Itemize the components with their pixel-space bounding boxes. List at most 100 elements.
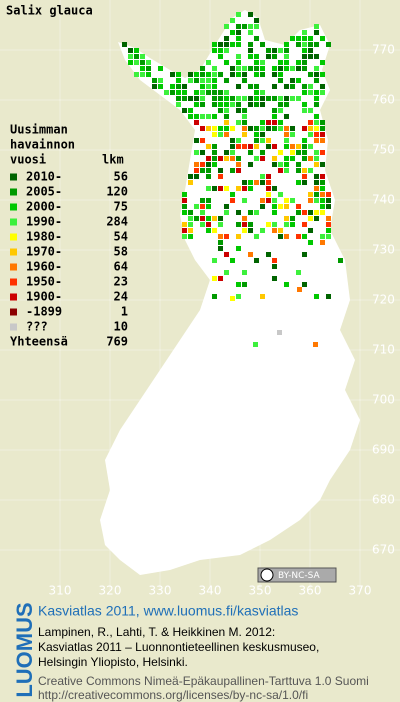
observation-square — [236, 282, 241, 287]
observation-square — [320, 240, 325, 245]
observation-square — [254, 234, 259, 239]
observation-square — [218, 96, 223, 101]
observation-square — [278, 168, 283, 173]
observation-square — [266, 96, 271, 101]
observation-square — [230, 126, 235, 131]
observation-square — [308, 90, 313, 95]
observation-square — [158, 66, 163, 71]
observation-square — [188, 210, 193, 215]
observation-square — [254, 126, 259, 131]
observation-square — [302, 108, 307, 113]
observation-square — [272, 198, 277, 203]
observation-square — [218, 126, 223, 131]
observation-square — [194, 120, 199, 125]
legend-count: 54 — [114, 230, 128, 244]
observation-square — [308, 216, 313, 221]
observation-square — [212, 144, 217, 149]
observation-square — [218, 246, 223, 251]
observation-square — [230, 30, 235, 35]
x-grid-label: 370 — [349, 584, 372, 598]
observation-square — [302, 48, 307, 53]
observation-square — [254, 258, 259, 263]
observation-square — [302, 60, 307, 65]
observation-square — [254, 66, 259, 71]
species-title: Salix glauca — [6, 4, 93, 18]
observation-square — [236, 24, 241, 29]
observation-square — [182, 84, 187, 89]
observation-square — [236, 138, 241, 143]
observation-square — [200, 162, 205, 167]
observation-square — [248, 12, 253, 17]
observation-square — [290, 198, 295, 203]
observation-square — [212, 72, 217, 77]
observation-square — [272, 276, 277, 281]
observation-square — [314, 102, 319, 107]
observation-square — [140, 72, 145, 77]
observation-square — [296, 66, 301, 71]
observation-square — [314, 138, 319, 143]
observation-square — [218, 234, 223, 239]
observation-square — [212, 150, 217, 155]
legend-label: 1900- — [26, 290, 62, 304]
observation-squares — [122, 12, 343, 347]
legend: 2010- 56 2005- 120 2000- 75 1990- 284 1980- 54 197… — [10, 170, 128, 349]
observation-square — [188, 216, 193, 221]
observation-square — [290, 132, 295, 137]
observation-square — [308, 144, 313, 149]
x-grid-label: 310 — [49, 584, 72, 598]
observation-square — [242, 186, 247, 191]
observation-square — [230, 168, 235, 173]
observation-square — [236, 84, 241, 89]
observation-square — [230, 96, 235, 101]
observation-square — [236, 222, 241, 227]
observation-square — [302, 150, 307, 155]
legend-label: 2005- — [26, 185, 62, 199]
legend-label: 1970- — [26, 245, 62, 259]
legend-count: 64 — [114, 260, 128, 274]
observation-square — [200, 198, 205, 203]
observation-square — [308, 192, 313, 197]
legend-swatch — [10, 173, 17, 181]
legend-swatch — [10, 278, 17, 286]
observation-square — [224, 150, 229, 155]
observation-square — [278, 126, 283, 131]
observation-square — [212, 216, 217, 221]
legend-count: 23 — [114, 275, 128, 289]
observation-square — [326, 42, 331, 47]
observation-square — [242, 120, 247, 125]
observation-square — [302, 282, 307, 287]
observation-square — [236, 186, 241, 191]
observation-square — [290, 84, 295, 89]
observation-square — [230, 258, 235, 263]
observation-square — [212, 156, 217, 161]
observation-square — [272, 222, 277, 227]
observation-square — [254, 72, 259, 77]
observation-square — [297, 287, 302, 292]
observation-square — [206, 174, 211, 179]
observation-square — [302, 54, 307, 59]
observation-square — [230, 296, 235, 301]
observation-square — [296, 234, 301, 239]
observation-square — [206, 156, 211, 161]
observation-square — [218, 156, 223, 161]
observation-square — [314, 210, 319, 215]
observation-square — [242, 222, 247, 227]
legend-heading: Uusimman — [10, 123, 68, 137]
legend-count: 58 — [114, 245, 128, 259]
observation-square — [194, 78, 199, 83]
observation-square — [266, 180, 271, 185]
observation-square — [296, 162, 301, 167]
observation-square — [314, 24, 319, 29]
observation-square — [188, 96, 193, 101]
observation-square — [200, 114, 205, 119]
observation-square — [236, 144, 241, 149]
observation-square — [277, 330, 282, 335]
observation-square — [314, 126, 319, 131]
observation-square — [284, 54, 289, 59]
observation-square — [290, 144, 295, 149]
observation-square — [242, 216, 247, 221]
observation-square — [266, 222, 271, 227]
observation-square — [218, 102, 223, 107]
observation-square — [206, 216, 211, 221]
observation-square — [188, 174, 193, 179]
